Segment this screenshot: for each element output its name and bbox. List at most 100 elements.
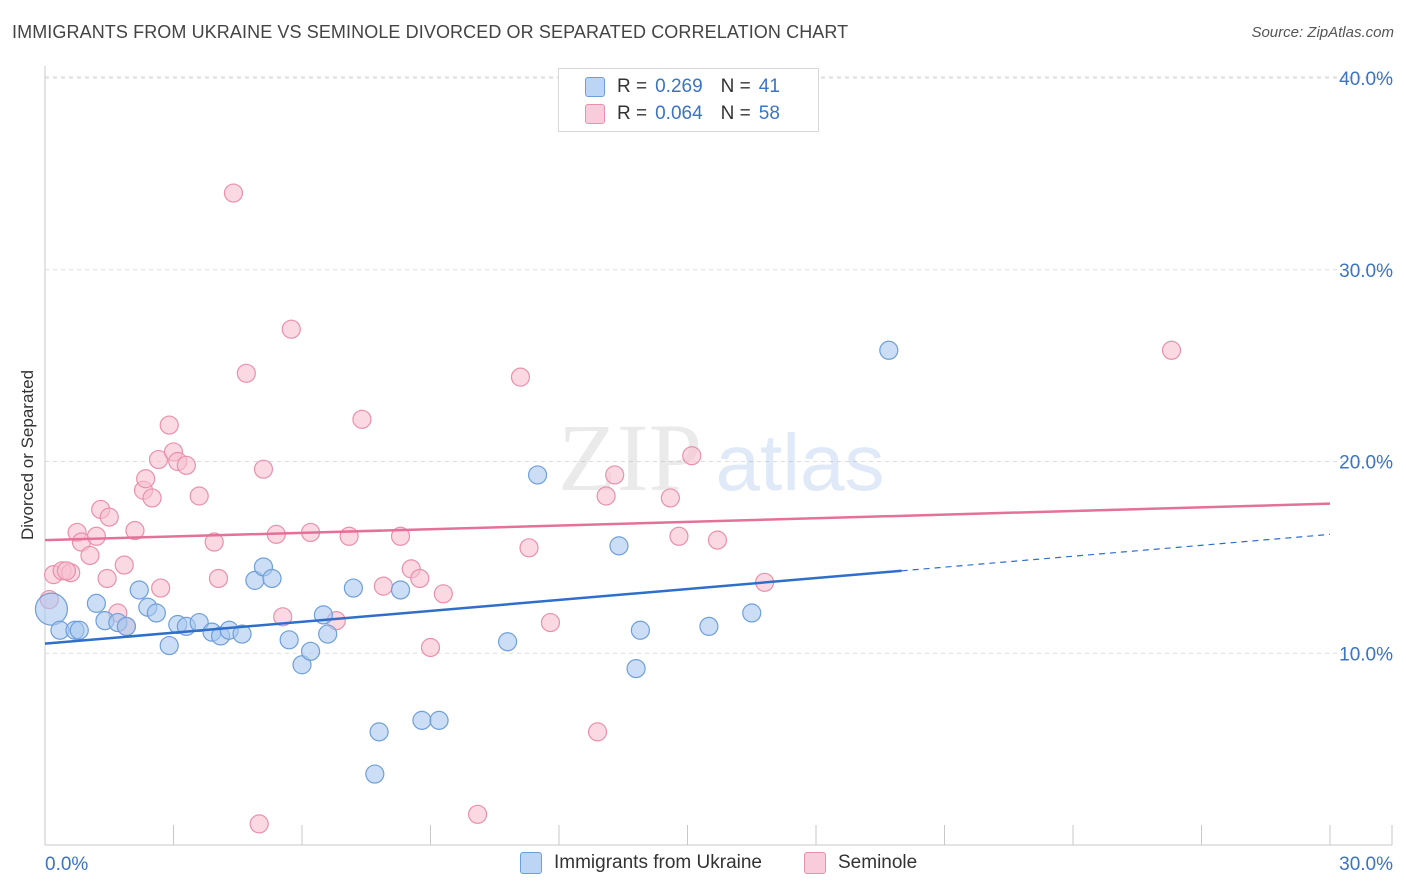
seminole-point [253,459,274,479]
seminole-point [605,465,625,485]
seminole-point [540,612,561,633]
r-value: 0.269 [655,76,703,97]
ukraine-point [412,710,432,730]
ukraine-point [86,593,107,613]
seminole-point [142,488,162,508]
seminole-point [86,526,107,546]
ukraine-legend-swatch [520,852,542,874]
seminole-point [99,507,119,527]
axes [44,66,1393,846]
seminole-point [519,538,539,558]
legend-label-ukraine: Immigrants from Ukraine [554,852,762,873]
seminole-point [223,183,244,203]
ukraine-point [879,340,899,360]
seminole-point [151,578,171,598]
watermark-atlas: atlas [716,418,885,507]
ukraine-point [429,710,449,730]
y-tick-label: 40.0% [1339,69,1393,90]
ukraine-point [742,603,762,623]
ukraine-point [609,536,629,556]
seminole-point [596,486,616,506]
seminole-trend-line [44,502,1331,542]
y-axis-label: Divorced or Separated [18,369,37,541]
source-label: Source: ZipAtlas.com [1251,24,1394,41]
seminole-point [1161,340,1182,360]
seminole-point [80,545,100,566]
ukraine-point [699,616,719,637]
ukraine-swatch [585,77,605,97]
seminole-point [136,469,156,489]
seminole-point [249,814,269,834]
seminole-point [682,446,702,466]
seminole-point [587,722,608,742]
ukraine-point [300,641,321,661]
x-tick-label: 0.0% [45,854,88,875]
seminole-point [236,363,256,383]
ukraine-point [146,603,166,623]
r-label: R = [617,103,648,124]
seminole-point [660,488,680,508]
seminole-point [339,526,359,546]
seminole-point [56,561,77,581]
seminole-point [176,455,196,475]
correlation-legend: R = 0.269 N = 41 R = 0.064 N = 58 [558,68,819,132]
series-seminole [39,183,1182,834]
seminole-point [273,607,293,627]
ukraine-trend-extension [901,533,1331,572]
n-value: 41 [758,76,780,97]
ukraine-point [279,630,299,650]
ukraine-point [365,764,385,784]
ukraine-point [626,658,646,679]
n-label: N = [720,103,751,124]
seminole-point [189,486,209,506]
ukraine-point [390,580,411,600]
x-tick-label: 30.0% [1339,854,1393,875]
ukraine-point [630,620,650,640]
legend-item-seminole: Seminole [804,852,917,874]
seminole-point [373,576,393,596]
seminole-point [468,804,488,824]
seminole-point [125,520,145,541]
seminole-point [208,568,229,589]
seminole-point [281,319,301,339]
chart-title: IMMIGRANTS FROM UKRAINE VS SEMINOLE DIVO… [12,22,849,42]
seminole-point [510,367,531,387]
tick-labels: 10.0% 20.0% 30.0% 40.0% 0.0% 30.0% [45,69,1393,875]
y-tick-label: 30.0% [1339,261,1393,282]
y-tick-label: 10.0% [1339,644,1393,665]
legend-row-seminole: R = 0.064 N = 58 [585,102,798,126]
ukraine-point [34,592,69,626]
seminole-point [707,530,728,550]
trend-lines [44,502,1331,645]
ukraine-point [159,635,179,656]
legend-item-ukraine: Immigrants from Ukraine [520,852,762,874]
ukraine-point [343,578,363,598]
ukraine-trend-line [44,569,902,645]
ukraine-point [292,655,312,675]
ukraine-point [527,465,548,485]
seminole-point [97,568,117,589]
seminole-point [390,526,411,546]
ukraine-point [69,620,89,640]
seminole-point [669,526,689,546]
seminole-point [204,532,224,552]
seminole-swatch [585,104,605,124]
r-value: 0.064 [655,103,703,124]
ukraine-point [129,580,149,600]
seminole-point [410,568,430,589]
legend-label-seminole: Seminole [838,852,918,873]
series-ukraine [34,340,899,784]
ukraine-point [498,632,518,652]
watermark-zip: ZIP [558,404,702,511]
seminole-point [159,415,179,435]
legend-row-ukraine: R = 0.269 N = 41 [585,75,798,99]
n-label: N = [720,76,751,97]
ukraine-point [369,722,389,742]
seminole-point [352,409,372,429]
n-value: 58 [758,103,780,124]
r-label: R = [617,76,648,97]
y-tick-label: 20.0% [1339,453,1393,474]
seminole-point [114,555,134,575]
seminole-point [148,449,169,470]
